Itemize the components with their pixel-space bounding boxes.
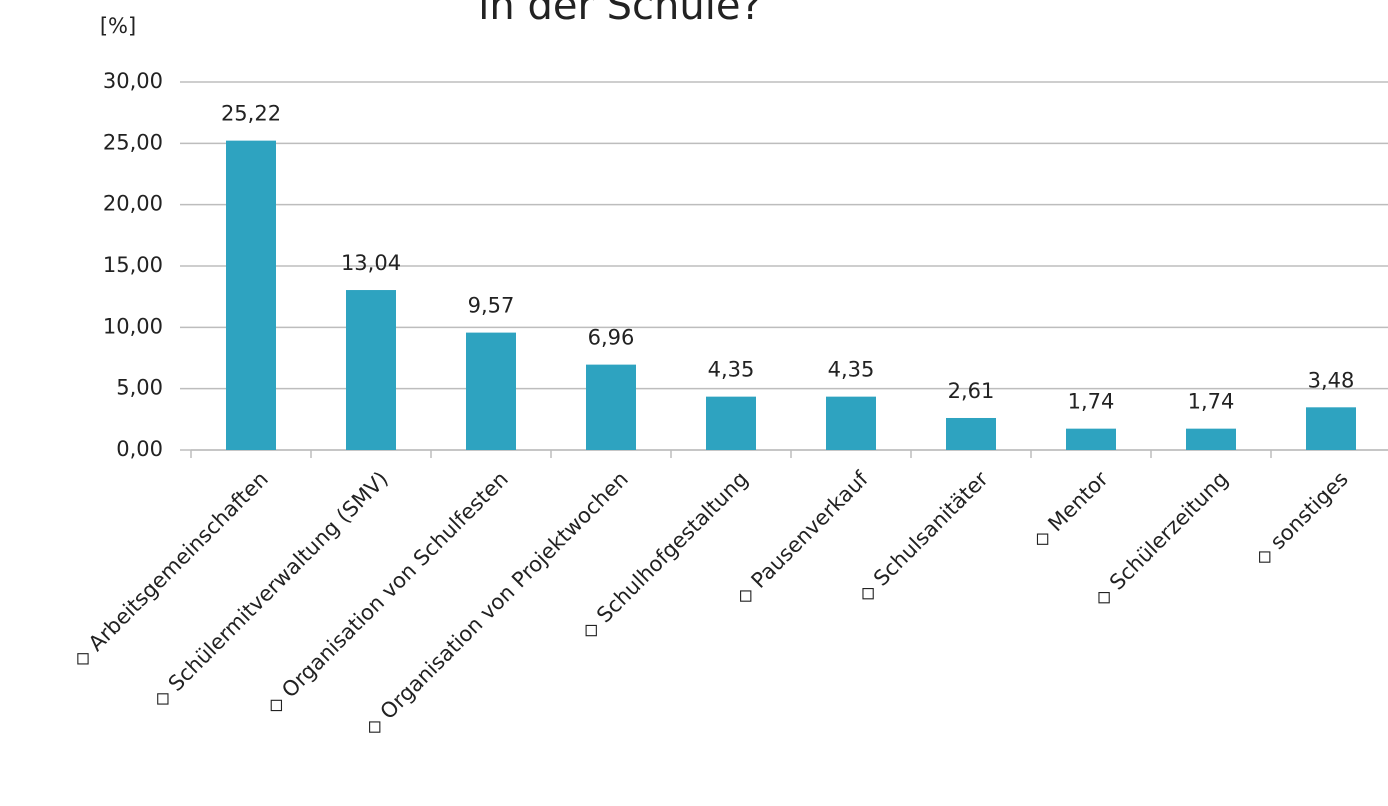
bar — [706, 396, 756, 450]
x-tick-label: ◇ Schulsanitäter — [853, 467, 993, 607]
y-axis-label: [%] — [100, 14, 136, 38]
value-label: 4,35 — [828, 358, 875, 382]
value-label: 6,96 — [588, 326, 635, 350]
y-tick-label: 10,00 — [103, 314, 163, 338]
value-label: 3,48 — [1308, 368, 1355, 392]
value-label: 1,74 — [1188, 390, 1235, 414]
bar — [346, 290, 396, 450]
y-tick-label: 5,00 — [116, 376, 163, 400]
value-label: 4,35 — [708, 358, 755, 382]
y-tick-label: 30,00 — [103, 69, 163, 93]
x-tick-label: ◇ Organisation von Schulfesten — [261, 467, 513, 719]
value-label: 1,74 — [1068, 390, 1115, 414]
value-label: 2,61 — [948, 379, 995, 403]
y-tick-label: 25,00 — [103, 130, 163, 154]
x-tick-label: ◇ Mentor — [1027, 467, 1113, 553]
y-tick-label: 0,00 — [116, 437, 163, 461]
bar — [946, 417, 996, 450]
value-label: 25,22 — [221, 102, 281, 126]
y-tick-label: 15,00 — [103, 253, 163, 277]
value-label: 13,04 — [341, 251, 401, 275]
bar — [1186, 428, 1236, 450]
y-tick-label: 20,00 — [103, 192, 163, 216]
bar — [1066, 428, 1116, 450]
x-tick-label: ◇ Organisation von Projektwochen — [359, 467, 632, 740]
bar — [826, 396, 876, 450]
chart-title: in der Schule? — [478, 0, 761, 29]
bar — [466, 332, 516, 450]
x-tick-label: ◇ Pausenverkauf — [730, 466, 873, 609]
x-tick-label: ◇ Arbeitsgemeinschaften — [68, 467, 273, 672]
x-tick-label: ◇ Schülerzeitung — [1089, 467, 1233, 611]
x-tick-label: ◇ sonstiges — [1249, 467, 1352, 570]
bar — [586, 364, 636, 450]
value-label: 9,57 — [468, 294, 515, 318]
x-tick-label: ◇ Schülermitverwaltung (SMV) — [148, 467, 393, 712]
bar — [1306, 407, 1356, 450]
bar — [226, 140, 276, 450]
